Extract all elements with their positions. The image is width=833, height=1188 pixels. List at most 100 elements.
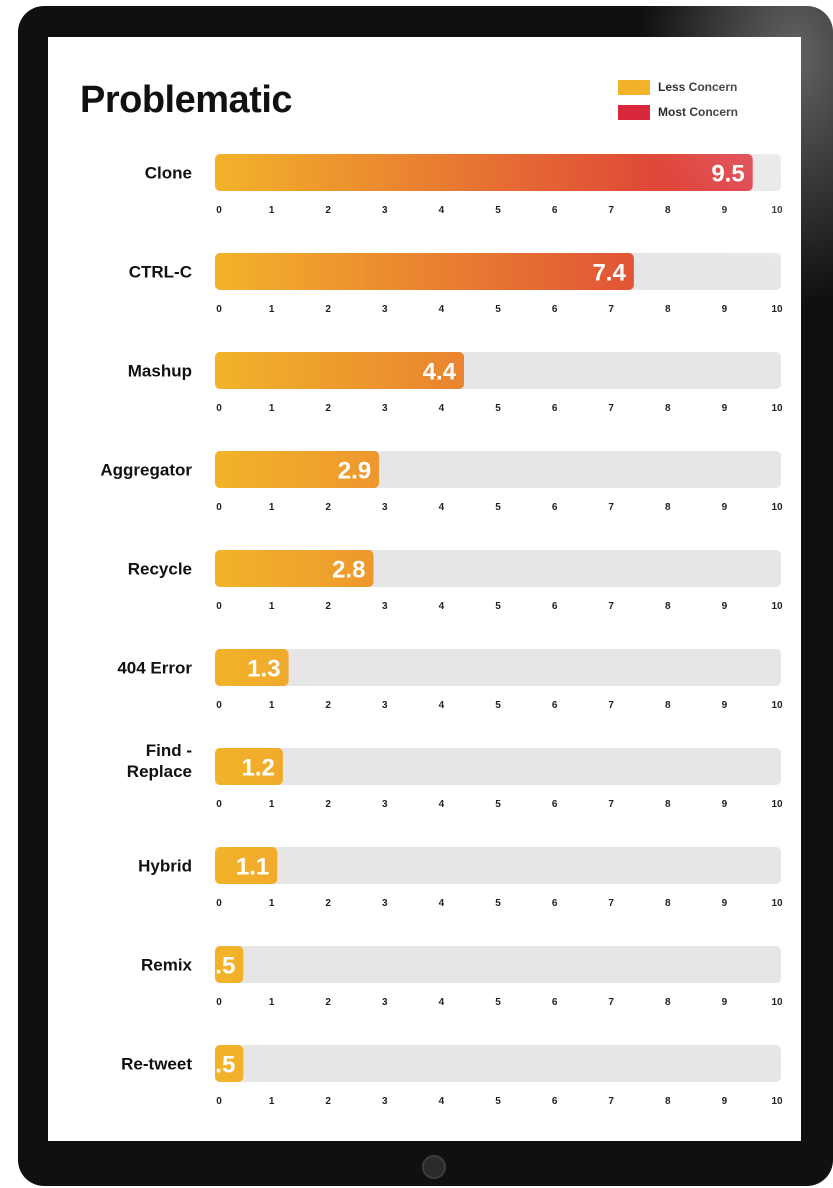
tick-label-ctrl-c-9: 9 — [722, 304, 728, 315]
tick-label-ctrl-c-10: 10 — [771, 304, 783, 315]
tick-label-mashup-6: 6 — [552, 403, 558, 414]
tick-label-404-error-7: 7 — [608, 700, 614, 711]
legend-label-less: Less Concern — [658, 80, 738, 94]
tick-label-mashup-0: 0 — [216, 403, 222, 414]
tablet-screen: Problematic Less Concern Most Concern 9.… — [48, 37, 801, 1141]
tick-label-hybrid-4: 4 — [439, 898, 445, 909]
tick-label-remix-8: 8 — [665, 997, 671, 1008]
category-label-remix: Remix — [141, 956, 193, 975]
tick-label-find-replace-10: 10 — [771, 799, 783, 810]
tick-label-hybrid-9: 9 — [722, 898, 728, 909]
tick-label-aggregator-0: 0 — [216, 502, 222, 513]
category-label-find-replace: Find - Replace — [127, 741, 192, 781]
home-button[interactable] — [422, 1155, 446, 1179]
tick-label-clone-10: 10 — [771, 205, 783, 216]
tick-label-404-error-0: 0 — [216, 700, 222, 711]
tick-label-ctrl-c-3: 3 — [382, 304, 388, 315]
tick-label-ctrl-c-4: 4 — [439, 304, 445, 315]
tick-label-mashup-9: 9 — [722, 403, 728, 414]
tick-label-remix-10: 10 — [771, 997, 783, 1008]
tablet-frame: Problematic Less Concern Most Concern 9.… — [18, 6, 833, 1186]
tick-label-recycle-1: 1 — [269, 601, 275, 612]
tick-label-re-tweet-7: 7 — [608, 1096, 614, 1107]
bar-clone — [215, 154, 753, 191]
bar-recycle — [215, 550, 374, 587]
tick-label-ctrl-c-7: 7 — [608, 304, 614, 315]
tick-label-hybrid-6: 6 — [552, 898, 558, 909]
tick-label-ctrl-c-2: 2 — [325, 304, 331, 315]
legend-swatch-less — [618, 79, 650, 95]
legend-swatch-most — [618, 104, 650, 120]
tick-label-ctrl-c-8: 8 — [665, 304, 671, 315]
tick-label-re-tweet-1: 1 — [269, 1096, 275, 1107]
tick-label-hybrid-3: 3 — [382, 898, 388, 909]
tick-label-hybrid-1: 1 — [269, 898, 275, 909]
category-label-aggregator: Aggregator — [100, 461, 192, 480]
tick-label-find-replace-4: 4 — [439, 799, 445, 810]
tick-label-recycle-7: 7 — [608, 601, 614, 612]
category-label-re-tweet: Re-tweet — [121, 1055, 192, 1074]
tick-label-mashup-10: 10 — [771, 403, 783, 414]
tick-label-find-replace-6: 6 — [552, 799, 558, 810]
tick-label-aggregator-1: 1 — [269, 502, 275, 513]
tick-label-ctrl-c-5: 5 — [495, 304, 501, 315]
tick-label-recycle-9: 9 — [722, 601, 728, 612]
tick-label-recycle-2: 2 — [325, 601, 331, 612]
tick-label-remix-2: 2 — [325, 997, 331, 1008]
value-label-ctrl-c: 7.4 — [592, 260, 626, 287]
category-label-clone: Clone — [145, 164, 192, 183]
tick-label-404-error-6: 6 — [552, 700, 558, 711]
tick-label-mashup-2: 2 — [325, 403, 331, 414]
tick-label-404-error-10: 10 — [771, 700, 783, 711]
tick-label-404-error-3: 3 — [382, 700, 388, 711]
tick-label-clone-2: 2 — [325, 205, 331, 216]
tick-label-clone-1: 1 — [269, 205, 275, 216]
tick-label-404-error-8: 8 — [665, 700, 671, 711]
tick-label-mashup-1: 1 — [269, 403, 275, 414]
tick-label-aggregator-6: 6 — [552, 502, 558, 513]
bar-track-hybrid — [215, 847, 781, 884]
tick-label-404-error-2: 2 — [325, 700, 331, 711]
tick-label-aggregator-3: 3 — [382, 502, 388, 513]
tick-label-remix-4: 4 — [439, 997, 445, 1008]
tick-label-clone-7: 7 — [608, 205, 614, 216]
tick-label-find-replace-7: 7 — [608, 799, 614, 810]
value-label-hybrid: 1.1 — [236, 854, 269, 881]
tick-label-ctrl-c-1: 1 — [269, 304, 275, 315]
tick-label-re-tweet-4: 4 — [439, 1096, 445, 1107]
tick-label-hybrid-2: 2 — [325, 898, 331, 909]
tick-label-hybrid-0: 0 — [216, 898, 222, 909]
category-label-line-find-replace-0: Find - — [146, 741, 192, 760]
value-label-recycle: 2.8 — [332, 557, 365, 584]
tick-label-re-tweet-10: 10 — [771, 1096, 783, 1107]
tick-label-remix-0: 0 — [216, 997, 222, 1008]
category-label-line-find-replace-1: Replace — [127, 762, 192, 781]
tick-label-404-error-5: 5 — [495, 700, 501, 711]
tick-label-ctrl-c-0: 0 — [216, 304, 222, 315]
tick-label-re-tweet-6: 6 — [552, 1096, 558, 1107]
chart-title: Problematic — [80, 79, 293, 121]
tick-label-find-replace-0: 0 — [216, 799, 222, 810]
tick-label-mashup-4: 4 — [439, 403, 445, 414]
tick-label-find-replace-3: 3 — [382, 799, 388, 810]
tick-label-recycle-4: 4 — [439, 601, 445, 612]
tick-label-recycle-8: 8 — [665, 601, 671, 612]
tick-label-clone-6: 6 — [552, 205, 558, 216]
tick-label-hybrid-8: 8 — [665, 898, 671, 909]
bar-track-re-tweet — [215, 1045, 781, 1082]
bar-find-replace — [215, 748, 283, 785]
value-label-aggregator: 2.9 — [338, 458, 371, 485]
tick-label-remix-9: 9 — [722, 997, 728, 1008]
bar-hybrid — [215, 847, 278, 884]
bar-aggregator — [215, 451, 380, 488]
category-label-hybrid: Hybrid — [138, 857, 192, 876]
bar-track-find-replace — [215, 748, 781, 785]
tick-label-mashup-8: 8 — [665, 403, 671, 414]
tick-label-clone-9: 9 — [722, 205, 728, 216]
value-label-clone: 9.5 — [711, 161, 744, 188]
tick-label-ctrl-c-6: 6 — [552, 304, 558, 315]
tick-label-find-replace-2: 2 — [325, 799, 331, 810]
tick-label-clone-3: 3 — [382, 205, 388, 216]
bar-track-404-error — [215, 649, 781, 686]
